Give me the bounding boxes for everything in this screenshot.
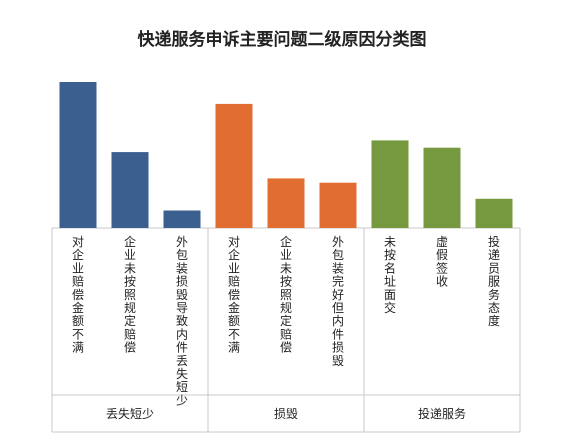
- bar: [319, 182, 357, 228]
- chart-title: 快递服务申诉主要问题二级原因分类图: [138, 29, 427, 50]
- category-label: 对企业赔偿金额不满: [228, 235, 240, 355]
- bar: [371, 140, 409, 228]
- bar: [423, 147, 461, 228]
- category-label: 企业未按照规定赔偿: [280, 234, 292, 355]
- bar: [215, 103, 253, 228]
- category-label: 外包装损毁导致内件丢失短少: [176, 235, 188, 407]
- bar: [59, 82, 97, 228]
- bar: [111, 152, 149, 228]
- category-label: 企业未按照规定赔偿: [124, 234, 136, 355]
- category-label: 投递员服务态度: [488, 234, 500, 328]
- group-label: 投递服务: [418, 406, 466, 421]
- bar: [267, 178, 305, 228]
- bar: [163, 210, 201, 228]
- category-label: 外包装完好但内件损毁: [332, 235, 344, 368]
- group-label: 丢失短少: [106, 406, 154, 421]
- category-label: 对企业赔偿金额不满: [72, 235, 84, 355]
- category-label: 未按名址面交: [384, 235, 396, 315]
- bar: [475, 198, 513, 228]
- group-label: 损毁: [274, 406, 298, 421]
- category-label: 虚假签收: [436, 235, 448, 289]
